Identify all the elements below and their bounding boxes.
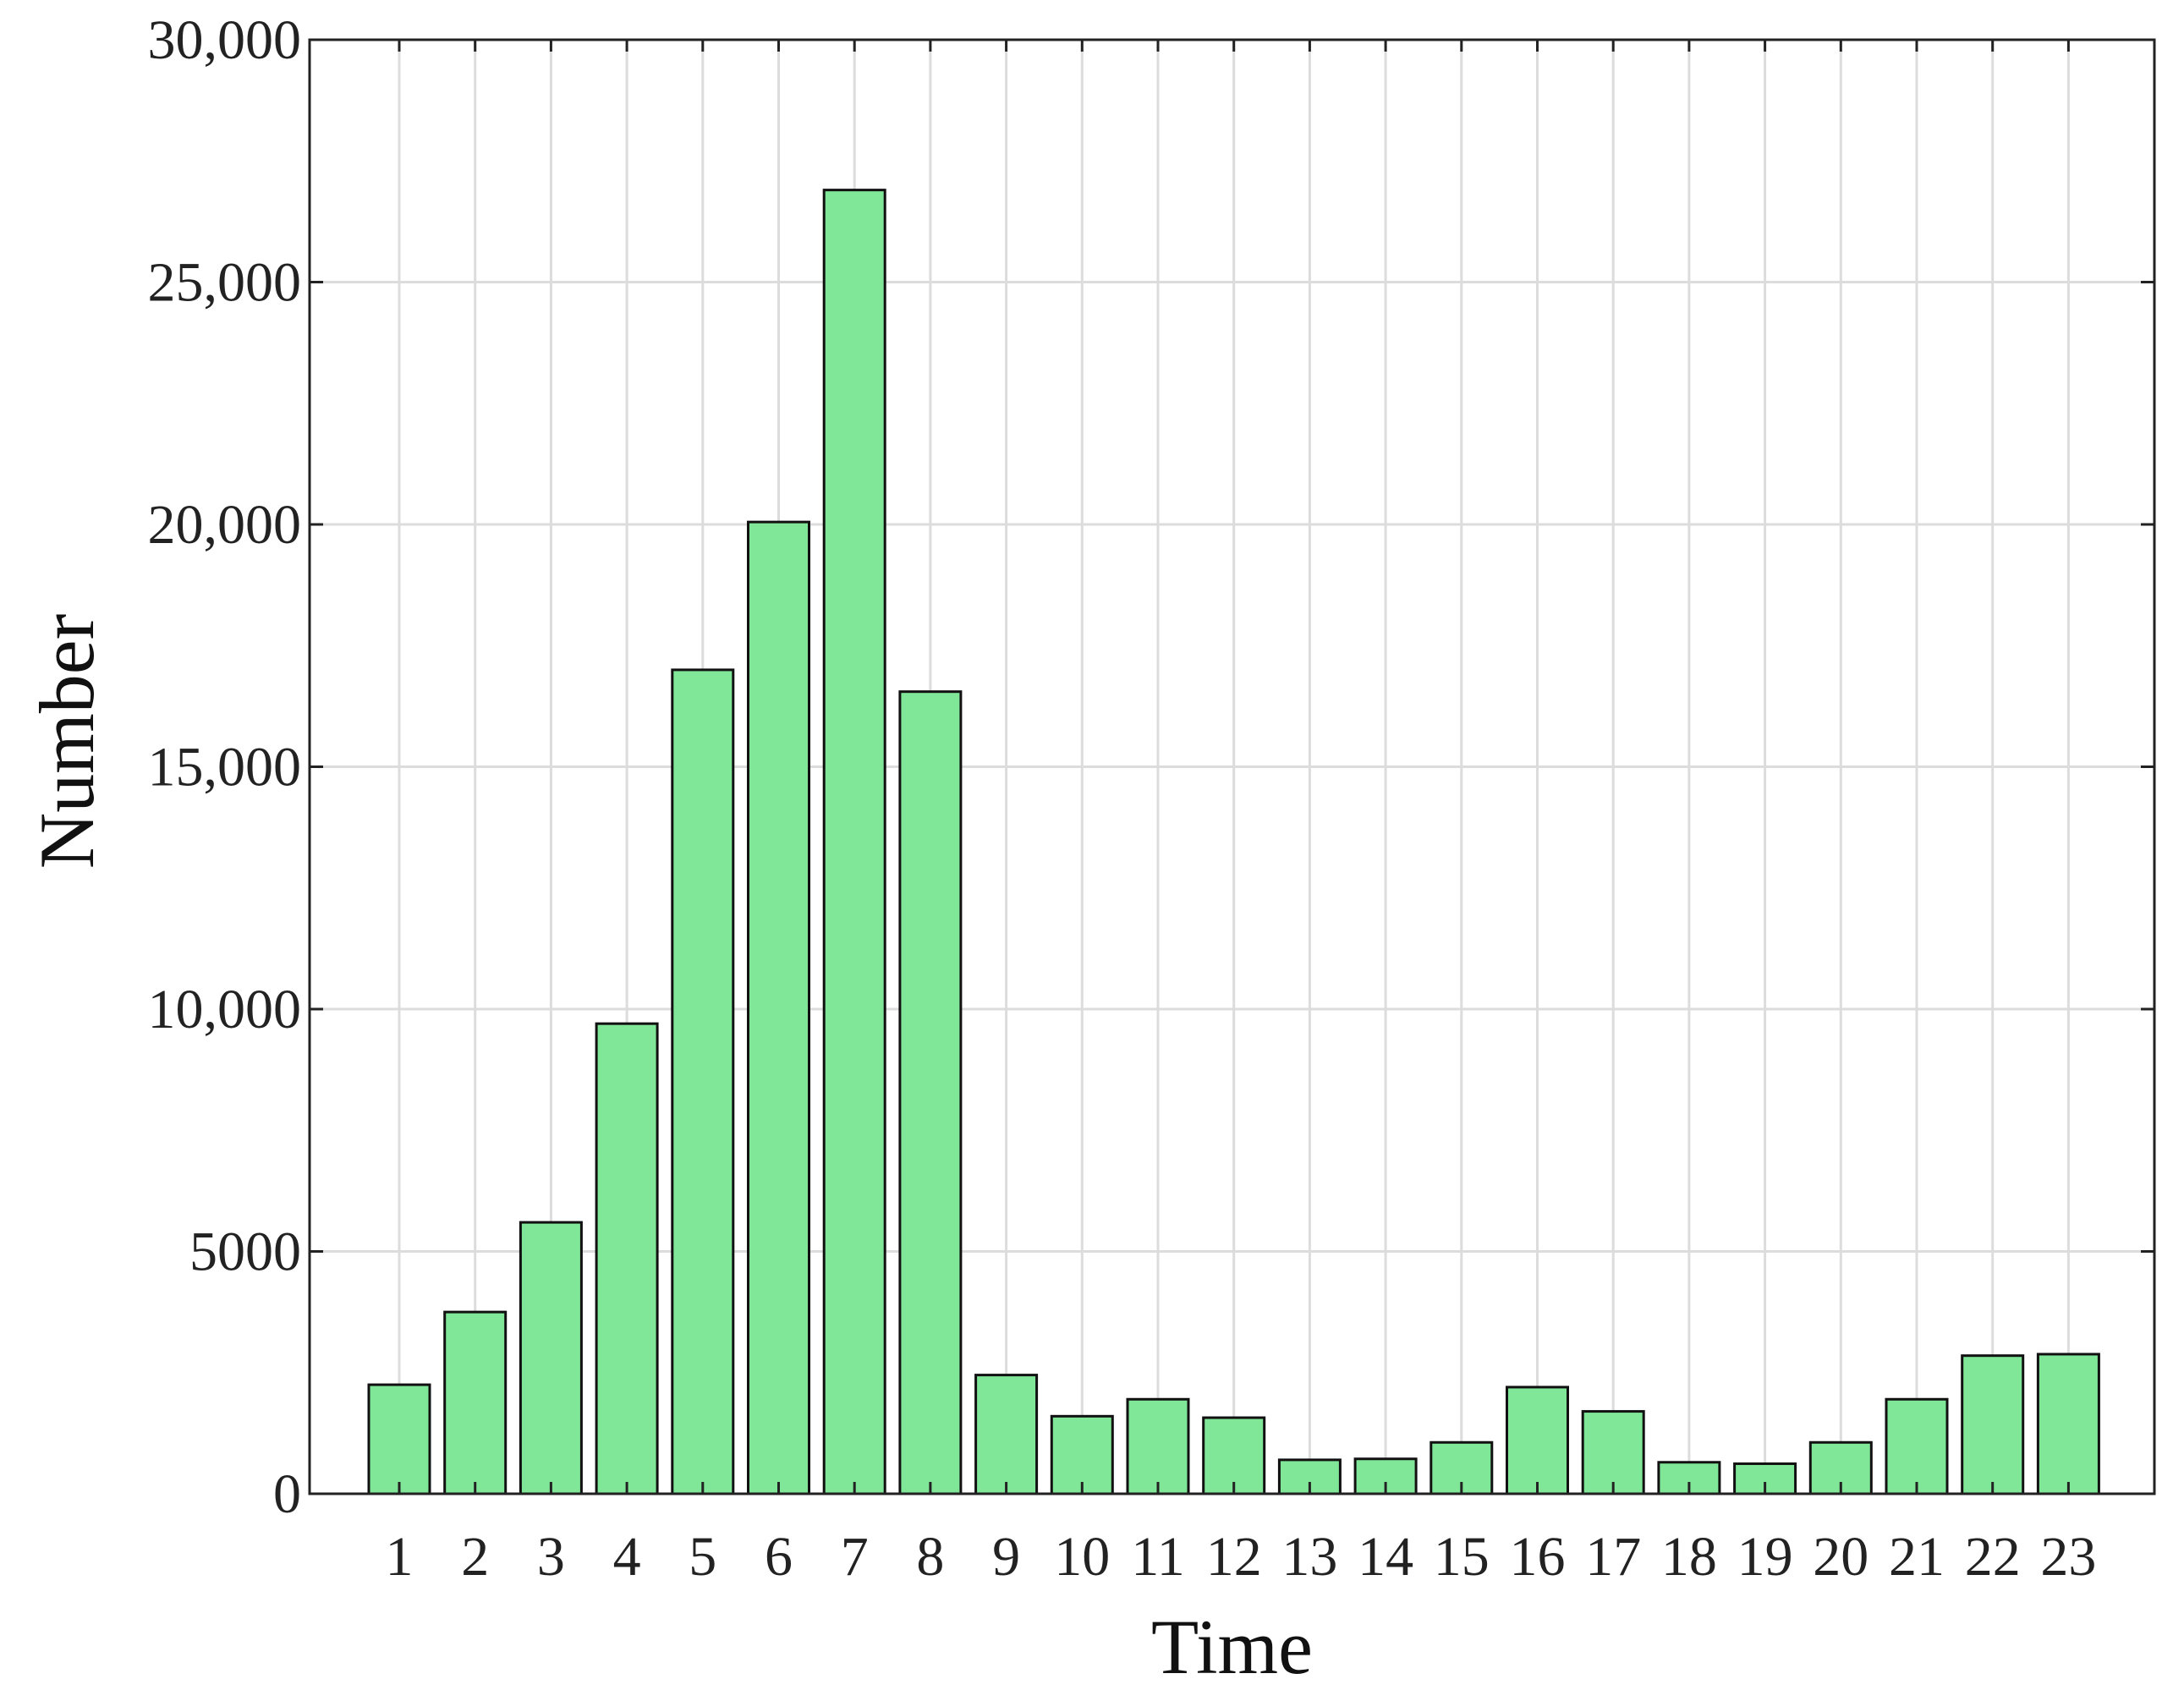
x-axis-title: Time xyxy=(1151,1604,1313,1690)
bar-5 xyxy=(671,668,735,1495)
y-tick-labels: 0 5000 10,000 15,000 20,000 25,000 30,000 xyxy=(148,9,302,1525)
bar-17 xyxy=(1581,1410,1645,1495)
axis-ticks xyxy=(310,38,2154,1495)
y-tick-label: 30,000 xyxy=(148,9,302,71)
bar-21 xyxy=(1885,1397,1949,1495)
x-tick-label: 4 xyxy=(613,1526,641,1588)
y-axis-title: Number xyxy=(24,614,110,869)
x-tick-label: 12 xyxy=(1206,1526,1262,1588)
x-tick-label: 14 xyxy=(1358,1526,1413,1588)
bar-6 xyxy=(747,520,810,1495)
bar-11 xyxy=(1126,1397,1190,1495)
y-tick-label: 0 xyxy=(273,1463,301,1525)
bar-2 xyxy=(443,1310,508,1495)
bar-9 xyxy=(974,1374,1039,1495)
bar-22 xyxy=(1961,1354,2025,1495)
y-tick-label: 20,000 xyxy=(148,494,302,556)
x-tick-label: 8 xyxy=(916,1526,944,1588)
x-tick-label: 21 xyxy=(1889,1526,1945,1588)
bar-4 xyxy=(595,1022,659,1495)
x-tick-label: 20 xyxy=(1813,1526,1868,1588)
bar-16 xyxy=(1506,1385,1569,1495)
x-tick-label: 9 xyxy=(992,1526,1020,1588)
bar-3 xyxy=(519,1221,583,1495)
x-tick-label: 7 xyxy=(841,1526,869,1588)
bar-23 xyxy=(2036,1353,2100,1495)
x-tick-label: 2 xyxy=(461,1526,489,1588)
x-tick-label: 3 xyxy=(537,1526,565,1588)
x-tick-labels: 1 2 3 4 5 6 7 8 9 10 11 12 13 14 15 16 17 18 19 20 21 22 23 xyxy=(386,1526,2097,1588)
y-tick-label: 25,000 xyxy=(148,252,302,314)
bar-1 xyxy=(367,1383,431,1495)
y-tick-label: 15,000 xyxy=(148,737,302,798)
x-tick-label: 11 xyxy=(1131,1526,1185,1588)
grid-lines xyxy=(310,40,2154,1494)
x-tick-label: 6 xyxy=(765,1526,793,1588)
x-tick-label: 15 xyxy=(1434,1526,1490,1588)
x-tick-label: 5 xyxy=(689,1526,716,1588)
x-tick-label: 18 xyxy=(1661,1526,1717,1588)
y-tick-label: 10,000 xyxy=(148,979,302,1040)
x-tick-label: 19 xyxy=(1737,1526,1793,1588)
x-tick-label: 22 xyxy=(1965,1526,2021,1588)
x-tick-label: 23 xyxy=(2040,1526,2096,1588)
bar-7 xyxy=(822,189,886,1495)
x-tick-label: 13 xyxy=(1281,1526,1337,1588)
x-tick-label: 17 xyxy=(1585,1526,1641,1588)
bar-8 xyxy=(898,690,963,1495)
x-tick-label: 16 xyxy=(1510,1526,1566,1588)
x-tick-label: 1 xyxy=(386,1526,414,1588)
bar-19 xyxy=(1733,1462,1797,1495)
y-tick-label: 5000 xyxy=(189,1221,301,1283)
bar-12 xyxy=(1202,1416,1266,1495)
x-tick-label: 10 xyxy=(1054,1526,1110,1588)
